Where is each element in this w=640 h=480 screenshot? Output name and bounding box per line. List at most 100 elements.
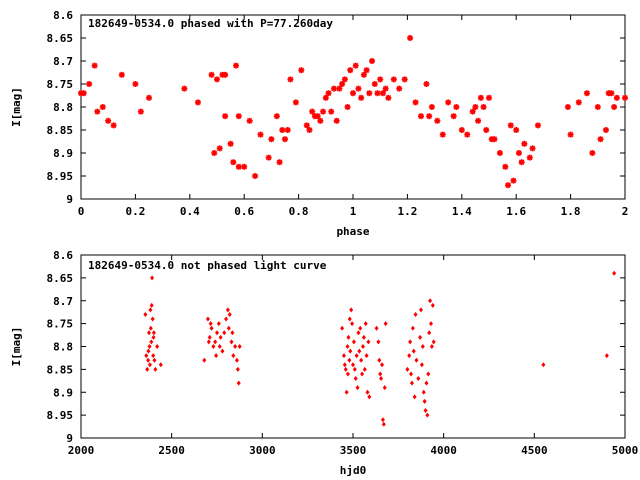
- data-point: [413, 311, 418, 317]
- data-point: [339, 81, 346, 87]
- data-point: [366, 339, 371, 345]
- data-point: [235, 366, 240, 372]
- data-point: [408, 339, 413, 345]
- data-point: [510, 177, 517, 184]
- data-point: [583, 90, 590, 97]
- data-point: [611, 104, 618, 110]
- y-tick-label: 8.9: [53, 386, 73, 399]
- y-tick-label: 8.7: [53, 55, 73, 68]
- plot-frame: [80, 254, 626, 439]
- data-point: [208, 321, 213, 327]
- data-point: [273, 113, 280, 120]
- data-point: [137, 108, 144, 115]
- data-point: [222, 113, 229, 120]
- phased-light-curve-panel: 0 0.2 0.4 0.6 0.8 1 1.2 1.4 1.6 1.8 2 8.6 8.65 8.7 8.7…: [10, 9, 628, 238]
- data-point: [541, 362, 546, 368]
- data-point: [333, 117, 340, 124]
- data-point: [218, 334, 223, 340]
- y-tick-label: 8.65: [47, 32, 74, 45]
- data-point: [225, 307, 230, 313]
- data-point: [132, 81, 139, 87]
- data-point: [567, 131, 574, 138]
- data-point: [349, 307, 354, 313]
- x-tick-label: 0.8: [289, 205, 309, 218]
- data-point: [80, 90, 87, 97]
- data-point: [342, 362, 347, 368]
- data-point: [151, 334, 156, 340]
- data-point: [151, 353, 156, 359]
- data-point: [292, 99, 299, 106]
- data-point: [379, 90, 386, 97]
- data-point: [94, 108, 101, 115]
- data-point: [146, 94, 152, 101]
- data-point: [351, 339, 356, 345]
- data-point: [419, 362, 424, 368]
- data-point: [350, 321, 355, 327]
- data-point: [367, 394, 372, 400]
- data-point: [350, 90, 356, 97]
- data-point: [378, 371, 383, 377]
- data-point: [241, 163, 248, 170]
- y-tick-label: 8.85: [47, 363, 74, 376]
- data-point: [507, 122, 514, 129]
- data-point: [344, 389, 349, 395]
- data-point: [428, 104, 435, 110]
- data-point: [513, 127, 520, 133]
- data-point: [358, 94, 365, 101]
- x-tick-label: 1.4: [452, 205, 472, 218]
- data-point: [148, 325, 153, 331]
- y-tick-label: 8.65: [47, 272, 74, 285]
- data-point: [118, 71, 125, 78]
- data-point: [439, 131, 446, 138]
- data-point: [345, 371, 350, 377]
- data-point: [360, 371, 365, 377]
- data-point: [279, 127, 286, 133]
- data-point: [205, 316, 210, 322]
- data-point: [518, 159, 525, 166]
- x-tick-label: 3000: [249, 444, 276, 457]
- data-point: [150, 316, 155, 322]
- data-point: [209, 325, 214, 331]
- data-point: [412, 394, 417, 400]
- data-point: [231, 353, 236, 359]
- x-tick-label: 3500: [340, 444, 367, 457]
- data-point: [382, 85, 389, 92]
- data-point: [464, 131, 471, 138]
- data-point: [298, 67, 305, 74]
- x-tick-label: 0.2: [125, 205, 145, 218]
- data-point: [379, 376, 384, 382]
- data-point: [233, 62, 240, 69]
- data-point: [502, 163, 509, 170]
- data-point: [147, 344, 152, 349]
- data-point: [230, 159, 237, 166]
- data-point: [206, 339, 211, 345]
- x-tick-label: 2500: [158, 444, 185, 457]
- data-point: [409, 371, 414, 377]
- data-point: [194, 99, 201, 106]
- data-point: [211, 344, 216, 349]
- data-point: [575, 99, 582, 106]
- data-point: [208, 71, 215, 78]
- data-point: [363, 67, 370, 74]
- data-point: [252, 173, 259, 179]
- data-point: [429, 344, 434, 349]
- data-point: [309, 108, 316, 115]
- data-point: [105, 117, 112, 124]
- data-point: [214, 353, 219, 359]
- data-point: [144, 353, 149, 359]
- data-point: [419, 307, 423, 313]
- plot-frame: [80, 14, 626, 200]
- data-point: [377, 357, 382, 363]
- data-point: [589, 150, 596, 156]
- data-point: [428, 321, 433, 327]
- data-point: [364, 353, 369, 359]
- data-point: [472, 104, 479, 110]
- x-tick-label: 1.6: [506, 205, 526, 218]
- data-point: [385, 94, 392, 101]
- data-point: [146, 357, 151, 363]
- data-point: [360, 71, 367, 78]
- data-point: [152, 357, 157, 363]
- data-point: [475, 117, 482, 124]
- data-point: [420, 344, 425, 349]
